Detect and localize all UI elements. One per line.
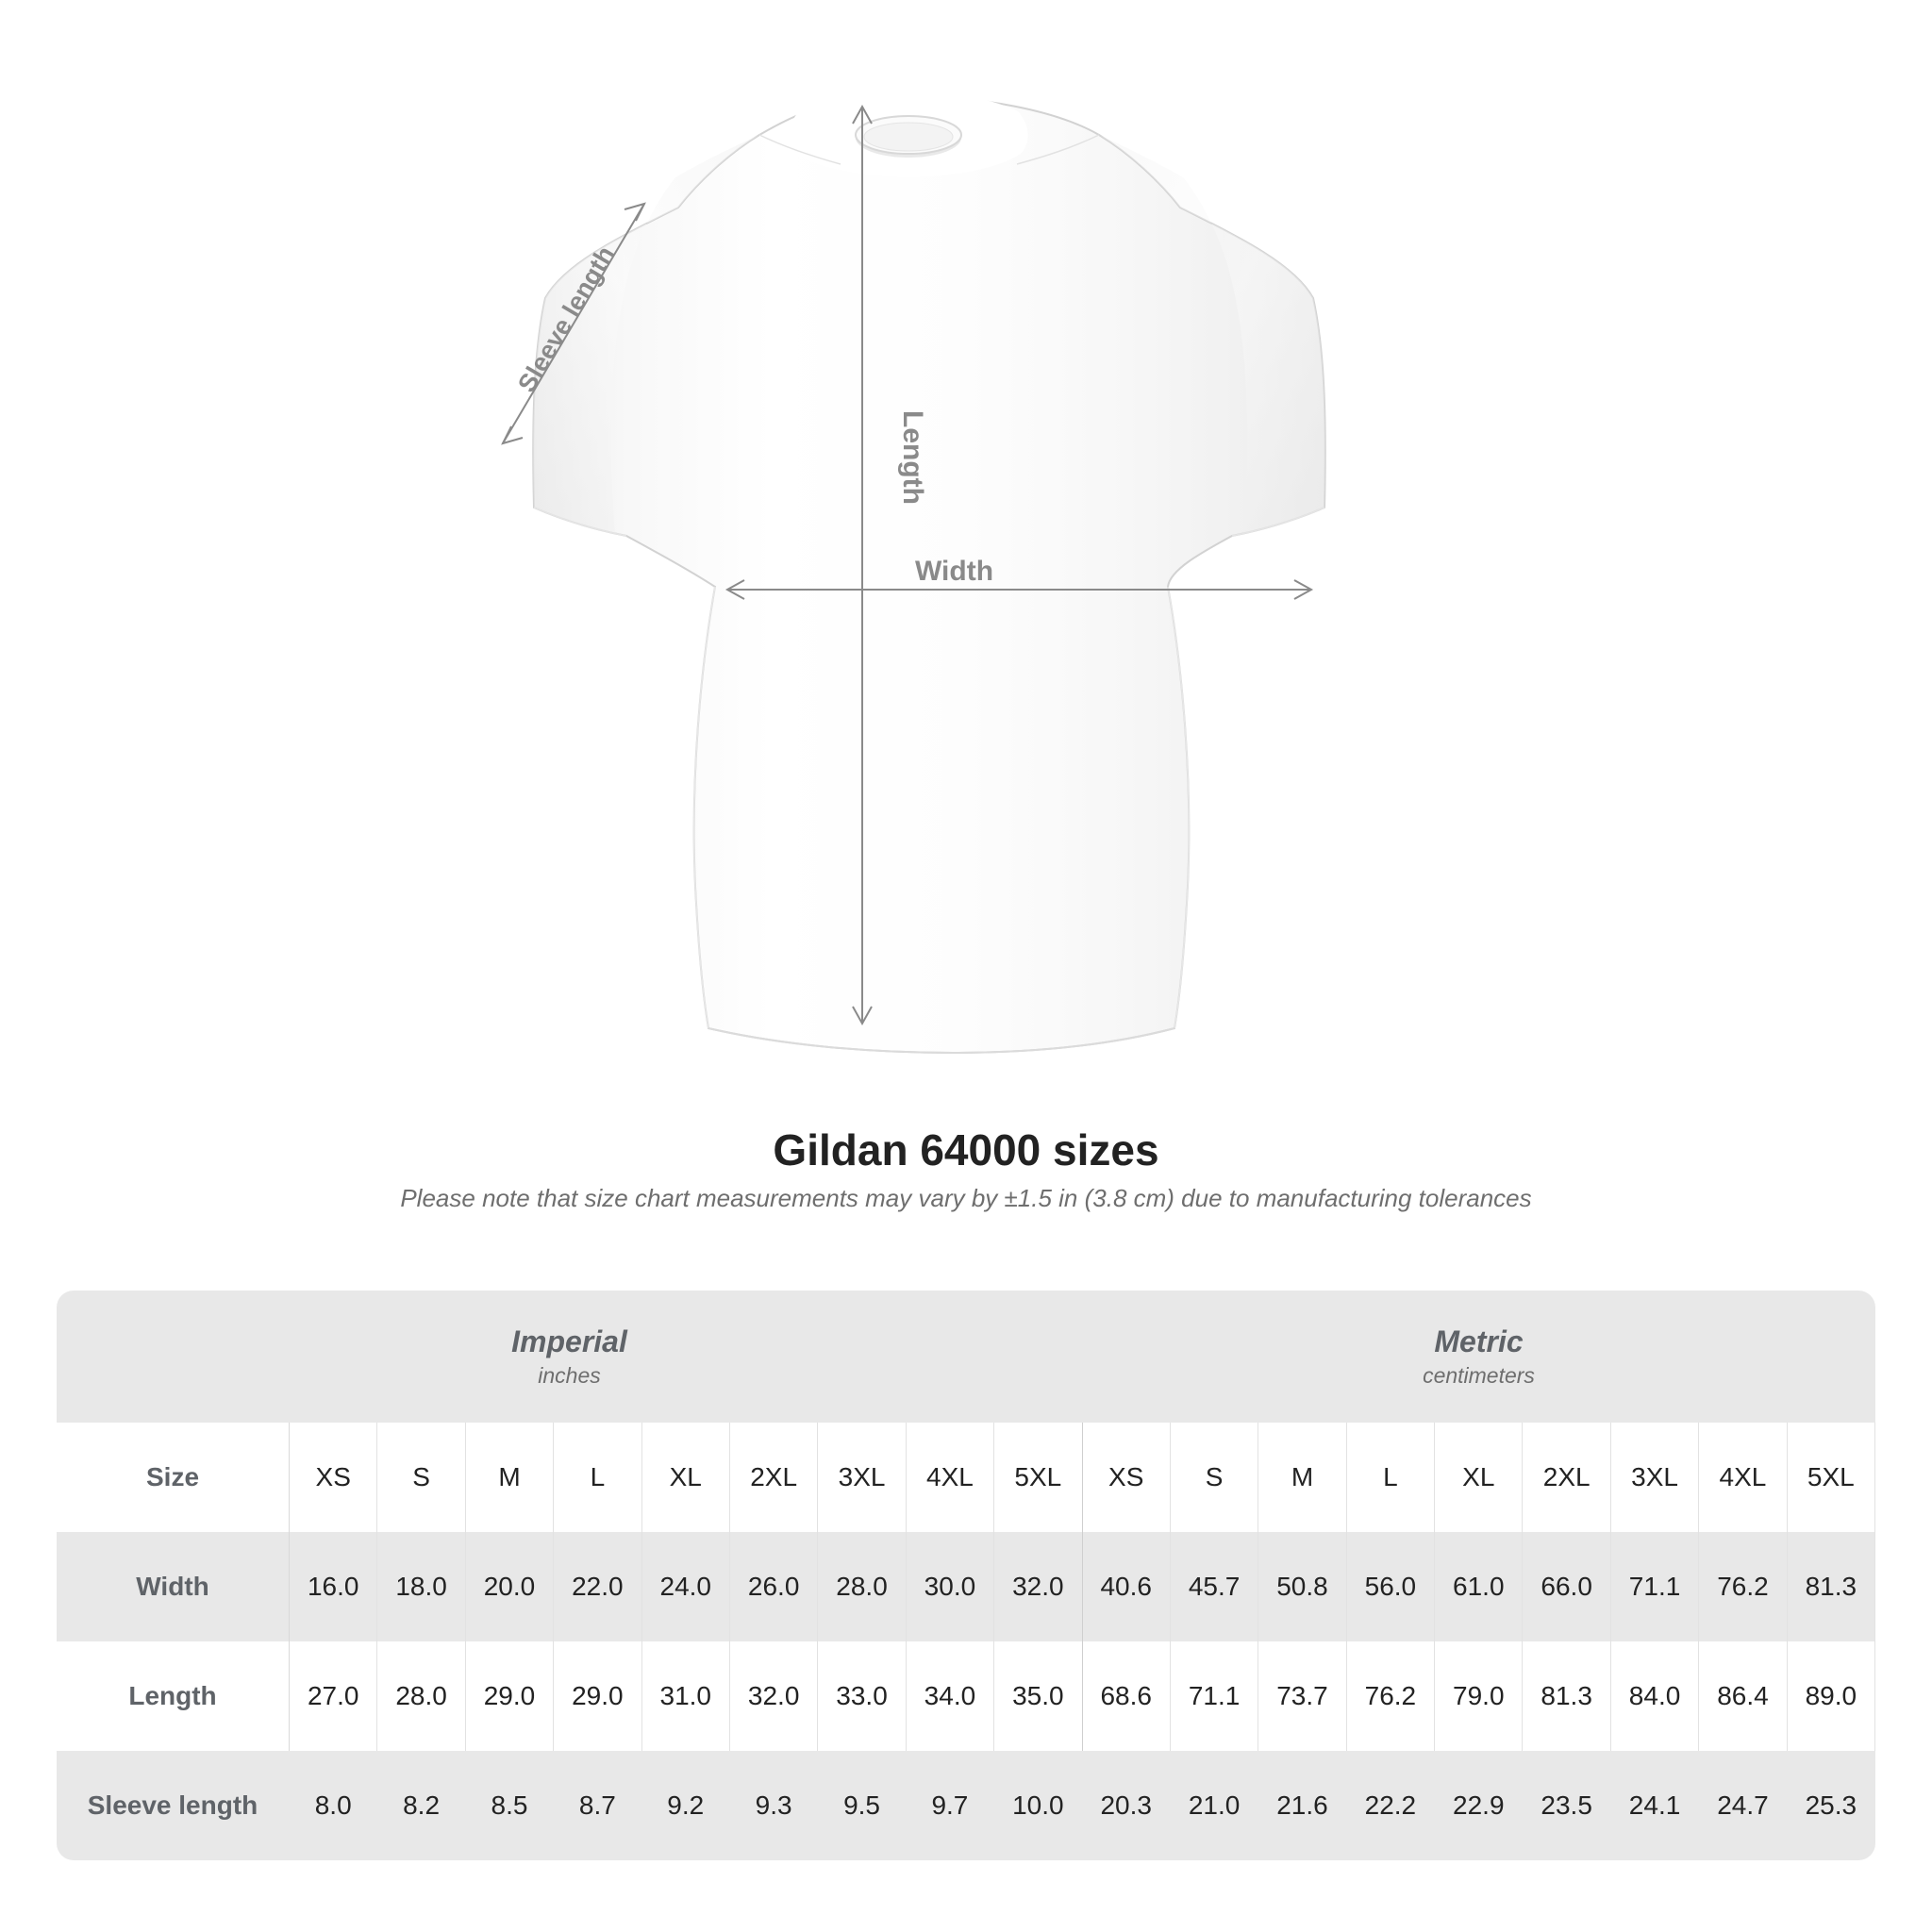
svg-text:Width: Width xyxy=(915,556,993,587)
svg-text:Length: Length xyxy=(897,410,928,505)
